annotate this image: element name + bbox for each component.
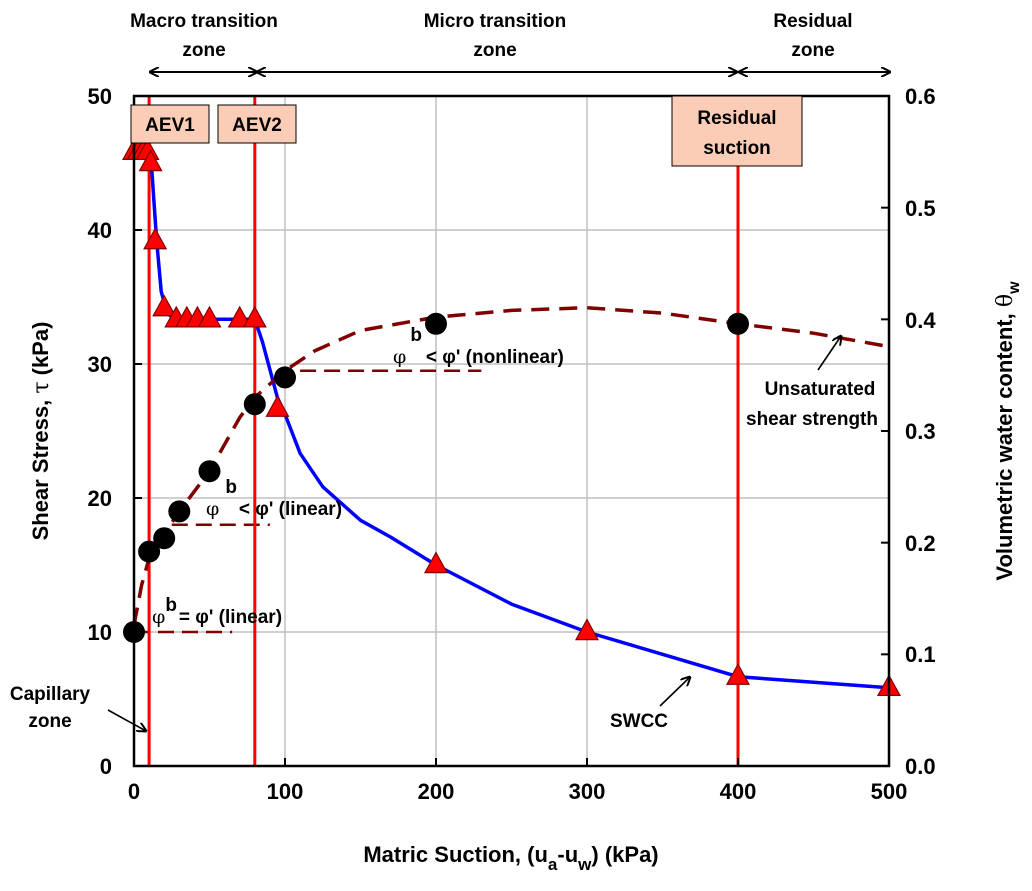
y-left-tick-labels: 0 10 20 30 40 50 xyxy=(88,84,112,779)
svg-text:AEV2: AEV2 xyxy=(232,115,282,136)
x-tick-labels: 0 100 200 300 400 500 xyxy=(128,779,907,804)
y-right-tick-label: 0.6 xyxy=(905,84,936,109)
shear-strength-point xyxy=(199,460,221,482)
y-left-tick-label: 50 xyxy=(88,84,112,109)
y-left-tick-label: 40 xyxy=(88,218,112,243)
unsat-strength-label: Unsaturated shear strength xyxy=(746,379,878,430)
swcc-point xyxy=(153,296,175,316)
y-left-tick-label: 30 xyxy=(88,352,112,377)
capillary-zone-arrow xyxy=(108,710,146,731)
y-right-tick-label: 0.5 xyxy=(905,196,936,221)
shear-strength-point xyxy=(727,313,749,335)
unsat-strength-arrow xyxy=(818,336,841,370)
y-right-tick-label: 0.0 xyxy=(905,754,936,779)
micro-zone-label: Micro transition xyxy=(424,11,567,32)
y-right-tick-labels: 0.0 0.1 0.2 0.3 0.4 0.5 0.6 xyxy=(905,84,936,779)
y-right-tick-label: 0.4 xyxy=(905,308,936,333)
residual-suction-box: Residual suction xyxy=(672,96,802,166)
y-left-tick-label: 0 xyxy=(100,754,112,779)
x-tick-label: 300 xyxy=(569,779,606,804)
phi-eq-linear-label: φb= φ' (linear) xyxy=(152,595,282,628)
shear-strength-point xyxy=(244,393,266,415)
aev1-box: AEV1 xyxy=(131,105,209,143)
y-left-tick-label: 10 xyxy=(88,620,112,645)
x-tick-label: 400 xyxy=(720,779,757,804)
swcc-point xyxy=(144,229,166,249)
macro-zone-label: Macro transition xyxy=(130,11,278,32)
swcc-label: SWCC xyxy=(610,711,668,732)
tick-marks xyxy=(134,96,889,766)
capillary-zone-label: Capillary zone xyxy=(10,684,91,732)
residual-zone-label: zone xyxy=(791,40,834,61)
swcc-point xyxy=(244,307,266,327)
x-tick-label: 100 xyxy=(267,779,304,804)
grid-lines xyxy=(134,96,889,766)
residual-zone-label: Residual xyxy=(773,11,852,32)
y-right-tick-label: 0.3 xyxy=(905,419,936,444)
svg-text:Residual: Residual xyxy=(697,108,776,129)
shear-strength-point xyxy=(274,366,296,388)
swcc-arrow xyxy=(660,677,690,706)
aev2-box: AEV2 xyxy=(218,105,296,143)
y-right-tick-label: 0.1 xyxy=(905,642,936,667)
micro-zone-label: zone xyxy=(473,40,516,61)
x-tick-label: 0 xyxy=(128,779,140,804)
plot-frame xyxy=(134,96,889,766)
shear-strength-point xyxy=(153,527,175,549)
svg-text:φb< φ' (nonlinear): φb< φ' (nonlinear) xyxy=(393,325,564,368)
svg-text:AEV1: AEV1 xyxy=(145,115,195,136)
vertical-lines xyxy=(149,96,738,766)
x-axis-title: Matric Suction, (ua-uw) (kPa) xyxy=(363,842,658,874)
zone-annotations: Macro transition zone Micro transition z… xyxy=(130,11,890,72)
shear-strength-point xyxy=(168,500,190,522)
y-right-tick-label: 0.2 xyxy=(905,531,936,556)
swcc-point xyxy=(425,553,447,573)
svg-text:shear strength: shear strength xyxy=(746,409,878,430)
y-left-axis-title: Shear Stress, τ (kPa) xyxy=(28,322,54,541)
svg-text:suction: suction xyxy=(703,138,771,159)
x-tick-label: 200 xyxy=(418,779,455,804)
svg-text:φb= φ' (linear): φb= φ' (linear) xyxy=(152,595,282,628)
phi-lt-nonlinear-label: φb< φ' (nonlinear) xyxy=(393,325,564,368)
y-right-axis-title: Volumetric water content, θw xyxy=(992,281,1023,581)
shear-strength-point xyxy=(425,313,447,335)
svg-text:Capillary: Capillary xyxy=(10,684,91,705)
y-left-tick-label: 20 xyxy=(88,486,112,511)
x-tick-label: 500 xyxy=(871,779,908,804)
macro-zone-label: zone xyxy=(182,40,225,61)
svg-text:Unsaturated: Unsaturated xyxy=(765,379,876,400)
svg-text:zone: zone xyxy=(28,711,71,732)
